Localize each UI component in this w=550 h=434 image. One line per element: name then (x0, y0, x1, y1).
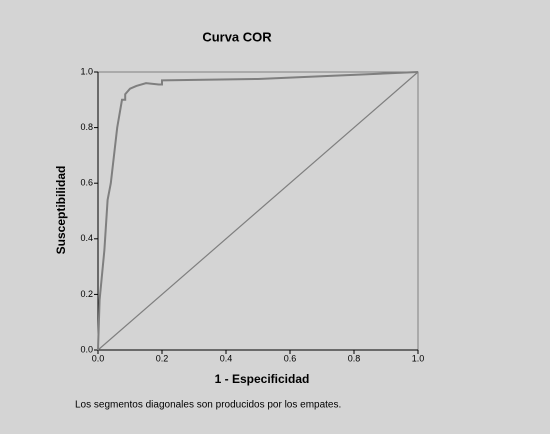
roc-line (97, 71, 419, 351)
x-axis-label: 1 - Especificidad (215, 372, 310, 386)
footnote: Los segmentos diagonales son producidos … (75, 400, 341, 411)
roc-line (97, 71, 419, 351)
x-tick-label: 0.2 (156, 353, 169, 363)
y-tick-label: 0.2 (80, 289, 93, 299)
chart-title: Curva COR (202, 29, 272, 44)
x-tick-label: 1.0 (412, 353, 425, 363)
y-tick-label: 1.0 (80, 66, 93, 76)
y-tick-label: 0.0 (80, 344, 93, 354)
x-tick-label: 0.4 (220, 353, 233, 363)
y-tick-label: 0.8 (80, 122, 93, 132)
y-tick-label: 0.4 (80, 233, 93, 243)
x-tick-label: 0.8 (348, 353, 361, 363)
x-tick-label: 0.0 (92, 353, 105, 363)
x-tick-label: 0.6 (284, 353, 297, 363)
y-axis-label: Susceptibilidad (54, 166, 68, 255)
y-tick-label: 0.6 (80, 178, 93, 188)
